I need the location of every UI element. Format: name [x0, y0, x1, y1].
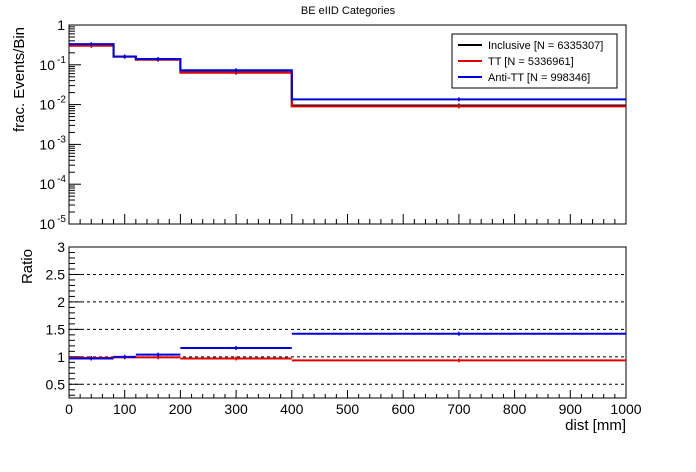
ratio-y-tick-label: 2.5	[46, 266, 66, 282]
legend-entry-1: TT [N = 5336961]	[488, 56, 574, 68]
chart-title: BE eIID Categories	[301, 5, 396, 17]
top-y-tick-label: 10	[39, 176, 55, 192]
x-tick-label: 300	[224, 401, 248, 417]
ratio-y-axis-label: Ratio	[19, 249, 36, 284]
top-y-tick-label: 10	[39, 136, 55, 152]
top-y-tick-label: 10	[39, 57, 55, 73]
ratio-grid-lines	[69, 273, 626, 385]
top-axis-ticks	[68, 24, 627, 225]
ratio-y-tick-label: 2	[57, 294, 65, 310]
top-y-tick-label: 1	[57, 17, 65, 33]
ratio-y-tick-labels: 0.5 1 1.5 2 2.5 3	[46, 239, 66, 392]
x-axis-label: dist [mm]	[565, 417, 626, 434]
legend-entry-0: Inclusive [N = 6335307]	[488, 40, 603, 52]
top-y-tick-label: 10	[39, 216, 55, 232]
top-y-tick-exponent: -1	[57, 55, 66, 66]
x-tick-label: 500	[336, 401, 360, 417]
x-tick-label: 200	[169, 401, 193, 417]
ratio-plot-frame	[68, 246, 627, 399]
x-tick-label: 900	[559, 401, 583, 417]
top-y-tick-exponent: -4	[57, 174, 66, 185]
ratio-y-tick-label: 1	[57, 349, 65, 365]
ratio-series-group	[69, 331, 626, 363]
top-y-tick-label: 10	[39, 97, 55, 113]
x-tick-label: 700	[447, 401, 471, 417]
x-tick-label: 0	[65, 401, 73, 417]
top-y-axis-label: frac. Events/Bin	[11, 27, 28, 132]
legend: Inclusive [N = 6335307] TT [N = 5336961] A…	[451, 33, 618, 89]
ratio-y-tick-label: 3	[57, 239, 65, 255]
ratio-y-tick-label: 1.5	[46, 321, 66, 337]
x-tick-label: 400	[280, 401, 304, 417]
x-tick-labels: 0 100 200 300 400 500 600 700 800 900 1000	[65, 401, 642, 417]
top-y-tick-exponent: -2	[57, 95, 66, 106]
x-tick-label: 800	[503, 401, 527, 417]
legend-entry-2: Anti-TT [N = 998346]	[488, 72, 590, 84]
top-y-tick-exponent: -5	[57, 214, 66, 225]
x-tick-label: 100	[113, 401, 137, 417]
x-tick-label: 600	[392, 401, 416, 417]
top-y-tick-exponent: -3	[57, 134, 66, 145]
top-series-group	[69, 42, 626, 109]
x-tick-label: 1000	[610, 401, 641, 417]
ratio-y-tick-label: 0.5	[46, 376, 66, 392]
ratio-axis-ticks	[68, 246, 627, 398]
top-y-tick-labels: 10 -510 -410 -310 -210 -11	[39, 17, 66, 232]
